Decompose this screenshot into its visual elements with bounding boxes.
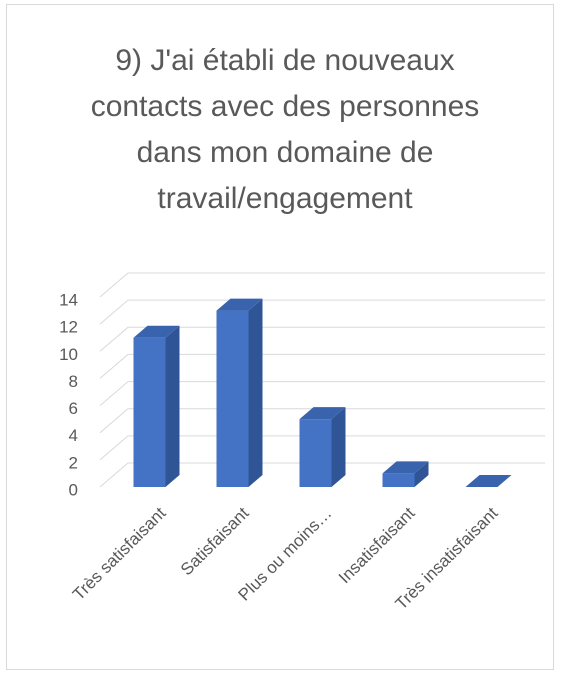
bar-front — [133, 337, 166, 487]
grid-line — [99, 299, 545, 325]
bar-side — [248, 298, 263, 487]
y-tick-label: 12 — [59, 318, 78, 337]
bar-side — [165, 325, 180, 487]
bar-front — [299, 419, 332, 487]
grid-line — [99, 381, 545, 406]
x-tick-label: Insatisfaisant — [335, 503, 419, 587]
y-tick-label: 10 — [59, 345, 78, 364]
bar-top — [382, 461, 429, 474]
y-tick-label: 0 — [69, 480, 78, 499]
grid-line — [99, 272, 545, 298]
bar-top — [299, 407, 346, 420]
grid-line — [99, 326, 545, 352]
bar — [216, 298, 263, 487]
bar-front — [382, 473, 415, 487]
bar — [299, 407, 346, 487]
x-tick-label: Très satisfaisant — [69, 503, 170, 604]
y-tick-label: 4 — [69, 426, 78, 445]
bar-top — [133, 325, 180, 338]
bar-front — [216, 310, 249, 487]
y-tick-label: 2 — [69, 453, 78, 472]
bar-top — [216, 298, 263, 311]
bar-side — [331, 407, 346, 487]
bar — [382, 461, 429, 487]
bar — [465, 475, 512, 487]
grid-line — [99, 353, 545, 379]
chart-frame — [6, 4, 554, 670]
bar — [133, 325, 180, 487]
y-tick-label: 14 — [59, 290, 78, 309]
bar-top — [465, 475, 512, 487]
chart-title: 9) J'ai établi de nouveaux contacts avec… — [90, 44, 480, 215]
grid-line — [99, 408, 545, 434]
x-tick-label: Satisfaisant — [177, 503, 253, 579]
y-tick-label: 8 — [69, 372, 78, 391]
y-tick-label: 6 — [69, 399, 78, 418]
bar-side — [414, 461, 429, 487]
grid-line — [99, 435, 545, 461]
